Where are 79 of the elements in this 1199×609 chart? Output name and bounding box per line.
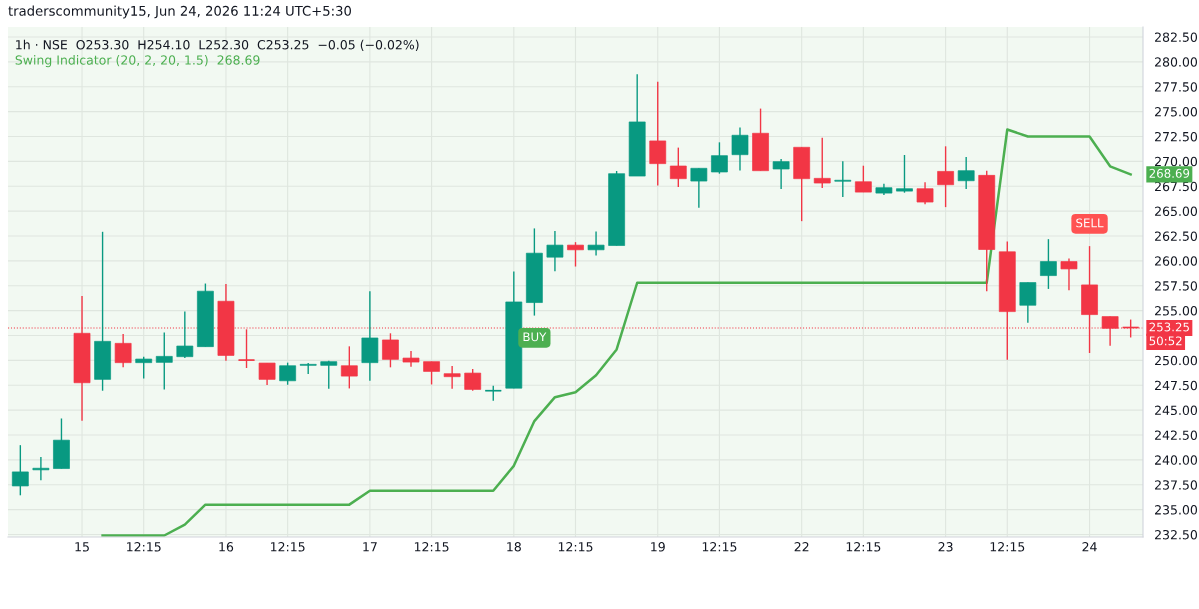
x-tick-label: 15 bbox=[75, 542, 89, 552]
candlestick bbox=[1040, 238, 1057, 290]
annotation: BUY bbox=[523, 332, 547, 342]
x-tick-label: 12:15 bbox=[846, 542, 881, 552]
y-tick-label: 247.50 bbox=[1155, 380, 1198, 391]
y-tick-label: 280.00 bbox=[1155, 57, 1198, 67]
candlestick bbox=[155, 331, 173, 391]
candlestick bbox=[279, 361, 297, 386]
y-tick-label: 282.50 bbox=[1155, 32, 1198, 42]
y-tick-label: 232.50 bbox=[1155, 529, 1198, 540]
y-tick-label: 242.50 bbox=[1155, 430, 1198, 440]
candlestick bbox=[11, 444, 29, 496]
y-tick-label: 272.50 bbox=[1155, 131, 1198, 142]
candlestick bbox=[834, 160, 852, 198]
y-tick-label: 255.00 bbox=[1155, 306, 1198, 316]
candlestick bbox=[402, 350, 420, 368]
candlestick bbox=[1060, 257, 1078, 291]
candlestick bbox=[464, 368, 482, 392]
candlestick bbox=[567, 241, 584, 268]
candlestick bbox=[731, 126, 749, 172]
candlestick bbox=[711, 141, 728, 175]
candlestick bbox=[937, 145, 954, 208]
x-tick-label: 12:15 bbox=[990, 542, 1025, 552]
x-tick-label: 19 bbox=[651, 542, 665, 552]
text: traderscommunity15, Jun 24, 2026 11:24 UTC+5:30 bbox=[8, 5, 351, 19]
x-tick-label: 22 bbox=[794, 542, 809, 552]
y-tick-label: 240.00 bbox=[1155, 455, 1198, 465]
candlestick bbox=[176, 310, 194, 359]
x-tick-label: 12:15 bbox=[702, 542, 737, 552]
candlestick bbox=[690, 167, 708, 209]
y-tick-label: 267.50 bbox=[1155, 181, 1198, 192]
annotation: SELL bbox=[1076, 218, 1104, 228]
candlestick bbox=[1019, 281, 1037, 324]
candlestick bbox=[423, 360, 440, 386]
candlestick bbox=[320, 359, 338, 390]
candlestick bbox=[587, 230, 605, 257]
x-tick-label: 12:15 bbox=[558, 542, 593, 552]
x-tick-label: 24 bbox=[1082, 542, 1097, 552]
x-tick-label: 12:15 bbox=[127, 542, 161, 552]
candlestick bbox=[382, 332, 399, 369]
candlestick bbox=[546, 230, 564, 272]
text: 268.69 bbox=[217, 55, 260, 65]
candlestick bbox=[340, 345, 358, 390]
candlestick bbox=[443, 365, 461, 390]
y-tick-label: 265.00 bbox=[1155, 206, 1198, 217]
y-tick-label: 257.50 bbox=[1155, 281, 1198, 291]
y-tick-label: 262.50 bbox=[1155, 231, 1198, 241]
y-tick-label: 270.00 bbox=[1155, 156, 1198, 167]
x-tick-label: 16 bbox=[219, 542, 234, 552]
x-tick-label: 17 bbox=[363, 542, 377, 552]
candlestick bbox=[957, 156, 975, 190]
candlestick bbox=[813, 136, 831, 189]
candlestick bbox=[669, 146, 687, 188]
y-tick-label: 235.00 bbox=[1155, 505, 1198, 515]
x-tick-label: 12:15 bbox=[271, 542, 305, 552]
text: 1h · NSE O253.30 H254.10 L252.30 C253.25 −0.05 (−0.02%) bbox=[16, 39, 419, 51]
candlestick bbox=[32, 456, 50, 481]
y-tick-label: 260.00 bbox=[1155, 256, 1198, 266]
y-tick-label: 275.00 bbox=[1155, 107, 1198, 117]
candlestick bbox=[896, 154, 913, 194]
y-tick-label: 237.50 bbox=[1155, 480, 1198, 490]
candlestick bbox=[114, 333, 132, 369]
x-tick-label: 12:15 bbox=[414, 542, 449, 552]
candlestick bbox=[854, 165, 872, 193]
y-tick-label: 277.50 bbox=[1155, 82, 1198, 92]
x-tick-label: 18 bbox=[507, 542, 521, 552]
y-tick-label: 245.00 bbox=[1155, 405, 1198, 416]
y-tick-label: 250.00 bbox=[1155, 355, 1198, 366]
text: Swing Indicator (20, 2, 20, 1.5) bbox=[15, 55, 208, 68]
x-tick-label: 23 bbox=[938, 542, 953, 552]
candlestick bbox=[916, 181, 934, 205]
candlestick bbox=[258, 362, 276, 386]
text: 50:52 bbox=[1149, 336, 1182, 346]
line-series bbox=[101, 128, 1132, 537]
candlestick bbox=[649, 81, 667, 187]
candlestick bbox=[772, 158, 790, 190]
data-label: 268.69 bbox=[1149, 168, 1190, 178]
ref-line-label: 253.25 bbox=[1149, 322, 1189, 332]
candlestick bbox=[135, 355, 153, 380]
